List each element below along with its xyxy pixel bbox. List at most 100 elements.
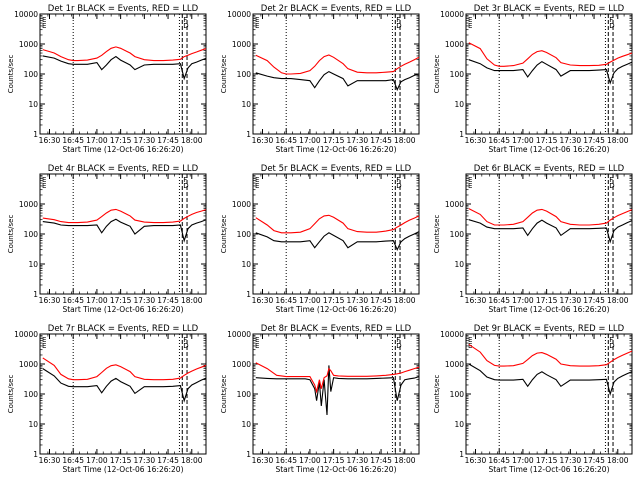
x-tick-label: 16:45 — [62, 296, 84, 305]
y-tick-label: 1 — [246, 450, 251, 459]
x-tick-label: 17:00 — [86, 136, 108, 145]
y-tick-label: 10 — [241, 260, 251, 269]
y-tick-label: 10000 — [440, 10, 464, 19]
y-tick-label: 1000 — [19, 200, 38, 209]
x-tick-label: 16:30 — [39, 456, 61, 465]
y-tick-label: 1000 — [19, 360, 38, 369]
plot-frame — [252, 13, 420, 135]
corner-label-left-lower: E — [42, 182, 46, 190]
x-axis-label: Start Time (12-Oct-06 16:26:20) — [275, 305, 396, 314]
x-tick-label: 17:30 — [347, 136, 369, 145]
y-tick-label: 10000 — [227, 330, 251, 339]
x-tick-label: 17:45 — [157, 136, 179, 145]
y-tick-label: 1000 — [232, 200, 251, 209]
x-axis-label: Start Time (12-Oct-06 16:26:20) — [275, 465, 396, 474]
y-tick-label: 100 — [24, 390, 39, 399]
x-axis-label: Start Time (12-Oct-06 16:26:20) — [62, 465, 183, 474]
y-axis-label: Counts/sec — [220, 215, 228, 254]
detector-panel-5: Det 5r BLACK = Events, RED = LLD 1 10 100 10… — [220, 164, 420, 314]
corner-label-right-lower: D — [609, 182, 614, 190]
x-tick-label: 17:00 — [86, 456, 108, 465]
x-tick-label: 16:45 — [488, 296, 510, 305]
corner-label-left: E — [468, 336, 472, 344]
x-tick-label: 18:00 — [181, 136, 203, 145]
x-tick-label: 17:30 — [134, 456, 156, 465]
x-axis-label: Start Time (12-Oct-06 16:26:20) — [488, 465, 609, 474]
y-tick-label: 100 — [237, 230, 252, 239]
series-events-line — [468, 219, 633, 244]
y-axis-label: Counts/sec — [7, 375, 15, 414]
y-axis-label: Counts/sec — [7, 215, 15, 254]
y-tick-label: 1 — [33, 130, 38, 139]
x-tick-label: 18:00 — [394, 456, 416, 465]
detector-panel-1: Det 1r BLACK = Events, RED = LLD 1 10 100 10… — [7, 4, 207, 154]
y-tick-label: 1 — [459, 130, 464, 139]
x-tick-label: 17:15 — [110, 456, 132, 465]
panel-title: Det 2r BLACK = Events, RED = LLD — [261, 4, 412, 14]
x-tick-label: 18:00 — [181, 456, 203, 465]
y-tick-label: 10 — [241, 420, 251, 429]
y-axis-label: Counts/sec — [220, 55, 228, 94]
panel-title: Det 5r BLACK = Events, RED = LLD — [261, 164, 412, 174]
corner-label-right-lower: D — [609, 22, 614, 30]
y-tick-label: 1000 — [232, 40, 251, 49]
y-tick-label: 100 — [450, 70, 465, 79]
series-lld-line — [468, 343, 633, 367]
corner-label-left-lower: E — [255, 342, 259, 350]
x-tick-label: 17:45 — [583, 296, 605, 305]
x-tick-label: 17:00 — [512, 456, 534, 465]
detector-panel-7: Det 7r BLACK = Events, RED = LLD 1 10 100 10… — [7, 324, 207, 474]
y-tick-label: 10 — [454, 260, 464, 269]
corner-label-left: E — [468, 176, 472, 184]
corner-label-right: F — [609, 176, 613, 184]
series-events-line — [42, 55, 207, 81]
corner-label-left: E — [42, 16, 46, 24]
x-axis-label: Start Time (12-Oct-06 16:26:20) — [62, 305, 183, 314]
corner-label-right-lower: D — [183, 22, 188, 30]
x-axis-label: Start Time (12-Oct-06 16:26:20) — [62, 145, 183, 154]
corner-label-right: F — [609, 336, 613, 344]
x-tick-label: 17:15 — [536, 136, 558, 145]
x-tick-label: 16:30 — [465, 296, 487, 305]
detector-panel-9: Det 9r BLACK = Events, RED = LLD 1 10 100 10… — [433, 324, 633, 474]
x-tick-label: 16:30 — [39, 136, 61, 145]
corner-label-left: E — [255, 336, 259, 344]
y-tick-label: 100 — [237, 70, 252, 79]
x-tick-label: 17:30 — [560, 136, 582, 145]
x-tick-label: 16:45 — [275, 136, 297, 145]
panel-title: Det 8r BLACK = Events, RED = LLD — [261, 324, 412, 334]
plot-frame — [39, 333, 207, 455]
y-tick-label: 10 — [454, 100, 464, 109]
detector-panel-8: Det 8r BLACK = Events, RED = LLD 1 10 100 10… — [220, 324, 420, 474]
y-tick-label: 100 — [450, 390, 465, 399]
y-tick-label: 100 — [237, 390, 252, 399]
y-tick-label: 1 — [459, 290, 464, 299]
series-lld-line — [255, 214, 420, 234]
corner-label-left: E — [255, 176, 259, 184]
x-axis-label: Start Time (12-Oct-06 16:26:20) — [275, 145, 396, 154]
x-tick-label: 17:15 — [110, 136, 132, 145]
x-tick-label: 17:45 — [370, 456, 392, 465]
x-tick-label: 17:00 — [299, 136, 321, 145]
corner-label-right: F — [183, 336, 187, 344]
y-tick-label: 10000 — [227, 10, 251, 19]
plot-frame — [465, 173, 633, 295]
corner-label-right: F — [609, 16, 613, 24]
corner-label-right: F — [396, 336, 400, 344]
x-tick-label: 17:30 — [347, 296, 369, 305]
y-tick-label: 100 — [24, 230, 39, 239]
x-tick-label: 17:15 — [110, 296, 132, 305]
plot-frame — [252, 173, 420, 295]
y-tick-label: 1000 — [445, 360, 464, 369]
x-tick-label: 16:30 — [465, 456, 487, 465]
y-tick-label: 100 — [24, 70, 39, 79]
series-events-line — [42, 218, 207, 243]
y-axis-label: Counts/sec — [433, 215, 441, 254]
x-tick-label: 17:45 — [583, 456, 605, 465]
panel-title: Det 1r BLACK = Events, RED = LLD — [48, 4, 199, 14]
series-lld-line — [42, 46, 207, 62]
y-tick-label: 10000 — [440, 330, 464, 339]
series-lld-line — [255, 362, 420, 394]
x-tick-label: 16:30 — [39, 296, 61, 305]
